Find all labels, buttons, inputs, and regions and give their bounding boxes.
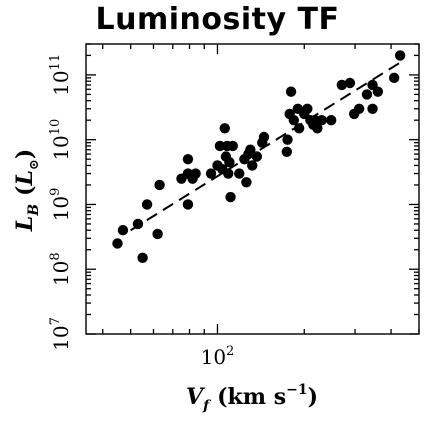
data-point (182, 199, 194, 210)
y-label-close: ) (12, 149, 38, 159)
data-point (225, 191, 236, 203)
data-point (353, 103, 365, 114)
x-label-exponent: −1 (286, 382, 307, 398)
y-label-symbol: L (12, 216, 38, 232)
data-point (117, 225, 129, 236)
y-label-subscript: B (26, 204, 42, 217)
data-point (325, 114, 337, 126)
plot-frame (85, 43, 420, 335)
data-point (190, 168, 201, 179)
y-tick-label-base: 10 (49, 196, 73, 221)
y-tick-label-exponent: 10 (48, 119, 63, 136)
data-point (344, 77, 356, 89)
data-point (224, 156, 235, 168)
data-point (282, 134, 293, 145)
x-tick-label-exponent: 2 (226, 344, 234, 359)
data-point (182, 153, 194, 165)
x-axis-label: Vf (km s−1) (186, 382, 318, 414)
y-label-open: ( (12, 186, 38, 196)
chart-title: Luminosity TF (95, 2, 340, 37)
data-point (152, 228, 163, 240)
x-label-symbol: V (186, 384, 205, 410)
y-label-sun-symbol: ⊙ (27, 159, 42, 170)
y-label-units-symbol: L (12, 170, 38, 186)
data-point (141, 199, 153, 210)
data-point (154, 179, 165, 191)
y-tick-label-base: 10 (49, 135, 73, 160)
data-point (205, 168, 217, 179)
data-point (223, 168, 234, 179)
x-label-close: ) (308, 384, 318, 410)
x-label-subscript: f (202, 398, 212, 414)
data-point (137, 252, 148, 264)
data-point (316, 114, 327, 126)
y-tick-label-base: 10 (49, 261, 73, 286)
data-point (367, 103, 378, 114)
data-point (302, 103, 313, 114)
y-tick-label: 109 (48, 188, 73, 222)
y-tick-label: 1011 (48, 54, 73, 96)
data-point (241, 177, 252, 188)
x-tick-label: 102 (201, 344, 235, 369)
data-point (219, 123, 230, 134)
data-point (227, 140, 238, 152)
data-point (293, 123, 305, 134)
data-point (285, 86, 297, 97)
x-tick-label-base: 10 (201, 345, 226, 369)
axis-ticks (86, 43, 420, 335)
data-point (251, 151, 263, 162)
y-tick-label-exponent: 7 (48, 317, 63, 325)
data-point (336, 79, 348, 91)
data-point (247, 160, 258, 171)
data-point (372, 86, 384, 97)
y-axis-label: LB(L⊙) (12, 149, 42, 233)
y-tick-label: 108 (48, 252, 73, 286)
data-point (112, 238, 123, 249)
data-point (388, 72, 400, 84)
data-point (132, 218, 144, 230)
y-tick-label-exponent: 11 (48, 54, 63, 71)
data-points (112, 50, 406, 264)
y-tick-label-exponent: 9 (48, 188, 63, 196)
data-point (288, 114, 300, 126)
data-point (394, 50, 406, 61)
y-tick-label-base: 10 (49, 70, 73, 95)
y-tick-label: 1010 (48, 119, 73, 161)
data-point (312, 123, 323, 134)
x-label-units: (km s (217, 384, 286, 410)
y-tick-label-exponent: 8 (48, 252, 63, 260)
data-point (234, 168, 245, 179)
data-point (245, 144, 256, 155)
y-tick-label: 107 (48, 317, 73, 351)
data-point (258, 131, 270, 143)
data-point (214, 140, 226, 152)
y-tick-label-base: 10 (49, 325, 73, 350)
data-point (361, 89, 373, 100)
data-point (281, 146, 293, 157)
